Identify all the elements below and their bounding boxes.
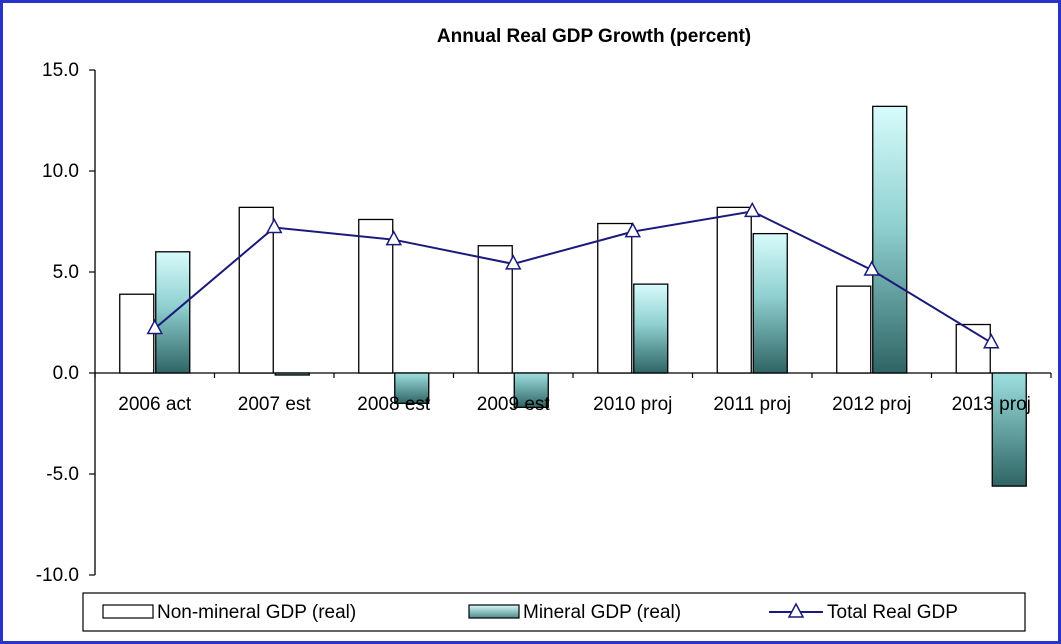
- bar-mineral: [991, 372, 1027, 487]
- category-labels: 2006 act 2007 est 2008 est 2009 est 2010 pro…: [118, 394, 1031, 415]
- bars: [119, 105, 1027, 487]
- bar-mineral: [872, 105, 908, 374]
- total-gdp-marker: [743, 201, 761, 218]
- bar-non-mineral: [238, 206, 274, 374]
- legend-marker-total: [787, 602, 805, 618]
- legend-swatch-non-mineral: [102, 604, 154, 619]
- chart-title: Annual Real GDP Growth (percent): [437, 26, 751, 47]
- total-gdp-marker: [982, 333, 1000, 349]
- category-label: 2012 proj: [832, 394, 911, 415]
- legend: Non-mineral GDP (real) Mineral GDP (real…: [82, 592, 1026, 632]
- legend-swatch-mineral: [468, 604, 520, 619]
- y-tick-label: -10.0: [36, 565, 79, 586]
- total-gdp-line: [146, 201, 1000, 349]
- bar-mineral: [633, 283, 669, 374]
- category-label: 2009 est: [477, 394, 551, 415]
- category-label: 2008 est: [357, 394, 431, 415]
- y-tick-label: 5.0: [53, 262, 79, 283]
- legend-label-non-mineral: Non-mineral GDP (real): [157, 602, 356, 623]
- bar-non-mineral: [477, 245, 513, 374]
- category-label: 2010 proj: [593, 394, 672, 415]
- bar-mineral: [752, 232, 788, 374]
- total-gdp-marker: [265, 217, 283, 234]
- y-tick-label: 0.0: [53, 363, 79, 384]
- y-tick-label: 10.0: [42, 161, 79, 182]
- category-label: 2006 act: [118, 394, 192, 415]
- total-gdp-marker: [863, 260, 881, 276]
- bar-non-mineral: [955, 323, 991, 374]
- bar-non-mineral: [716, 206, 752, 374]
- bar-mineral: [513, 372, 549, 408]
- total-gdp-marker: [504, 254, 522, 270]
- total-gdp-marker: [624, 222, 642, 238]
- legend-label-mineral: Mineral GDP (real): [523, 602, 681, 623]
- category-label: 2011 proj: [713, 394, 791, 415]
- total-gdp-marker: [146, 318, 164, 335]
- total-gdp-marker: [385, 230, 403, 246]
- bar-non-mineral: [836, 285, 872, 374]
- legend-label-total: Total Real GDP: [827, 602, 958, 623]
- gdp-growth-chart: Annual Real GDP Growth (percent) 15.0 10.…: [36, 26, 1052, 632]
- bar-non-mineral: [597, 222, 633, 374]
- bar-mineral: [274, 372, 310, 376]
- legend-box: [82, 592, 1026, 632]
- total-gdp-polyline: [154, 210, 992, 344]
- category-label: 2013 proj: [952, 394, 1031, 415]
- y-tick-label: -5.0: [46, 464, 79, 485]
- bar-mineral: [394, 372, 430, 404]
- category-label: 2007 est: [238, 394, 312, 415]
- y-tick-labels: 15.0 10.0 5.0 0.0 -5.0 -10.0: [36, 60, 79, 586]
- y-tick-label: 15.0: [42, 60, 79, 81]
